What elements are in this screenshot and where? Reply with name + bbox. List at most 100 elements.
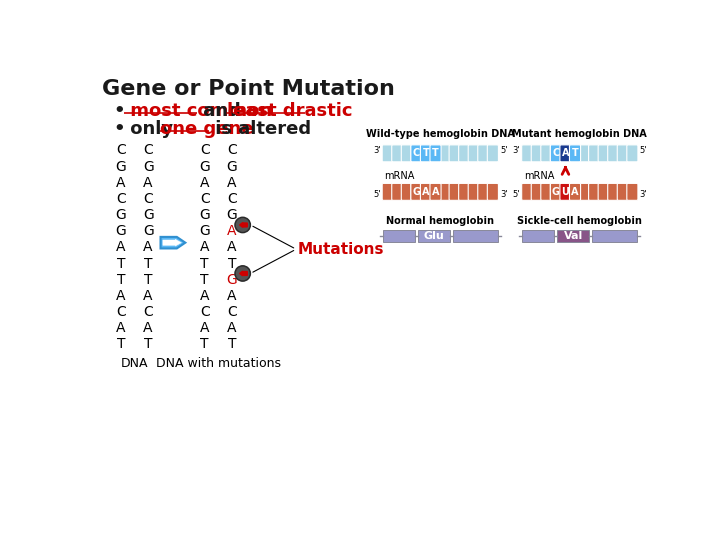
Text: 5': 5' (639, 146, 647, 156)
FancyBboxPatch shape (627, 145, 638, 162)
Text: DNA: DNA (121, 356, 148, 369)
Text: G: G (413, 187, 420, 197)
Text: C: C (143, 305, 153, 319)
Text: U: U (562, 187, 570, 197)
FancyBboxPatch shape (420, 145, 431, 162)
Text: only: only (124, 120, 179, 138)
Text: T: T (144, 338, 153, 352)
Text: C: C (413, 148, 420, 158)
Text: C: C (116, 143, 126, 157)
Text: T: T (432, 148, 439, 158)
Text: T: T (117, 256, 125, 271)
Text: G: G (199, 159, 210, 173)
Text: T: T (423, 148, 429, 158)
FancyBboxPatch shape (523, 146, 637, 161)
Text: A: A (432, 187, 439, 197)
Text: C: C (227, 143, 237, 157)
Text: 3': 3' (373, 146, 381, 156)
Text: A: A (200, 176, 210, 190)
FancyBboxPatch shape (392, 184, 403, 200)
FancyBboxPatch shape (531, 145, 542, 162)
FancyBboxPatch shape (550, 145, 562, 162)
Text: T: T (200, 338, 209, 352)
FancyBboxPatch shape (570, 184, 580, 200)
FancyBboxPatch shape (550, 145, 562, 162)
Text: least drastic: least drastic (227, 102, 352, 120)
Circle shape (235, 217, 251, 233)
Text: C: C (200, 143, 210, 157)
Text: A: A (200, 321, 210, 335)
Text: T: T (144, 273, 153, 287)
Text: Val: Val (564, 231, 582, 241)
FancyBboxPatch shape (588, 184, 600, 200)
FancyBboxPatch shape (383, 230, 415, 242)
FancyBboxPatch shape (560, 145, 571, 162)
FancyBboxPatch shape (627, 184, 638, 200)
Text: 3': 3' (500, 190, 508, 199)
Text: A: A (227, 289, 237, 303)
FancyBboxPatch shape (522, 145, 533, 162)
Text: T: T (228, 256, 236, 271)
FancyBboxPatch shape (579, 184, 590, 200)
FancyBboxPatch shape (453, 230, 498, 242)
Text: A: A (116, 289, 126, 303)
FancyBboxPatch shape (411, 184, 422, 200)
FancyBboxPatch shape (382, 145, 393, 162)
Text: 5': 5' (513, 190, 520, 199)
Text: T: T (144, 256, 153, 271)
Text: C: C (143, 143, 153, 157)
Text: G: G (116, 208, 127, 222)
Text: C: C (227, 192, 237, 206)
Text: A: A (227, 240, 237, 254)
FancyBboxPatch shape (439, 184, 451, 200)
FancyBboxPatch shape (411, 184, 422, 200)
FancyBboxPatch shape (560, 184, 571, 200)
FancyBboxPatch shape (560, 184, 571, 200)
Text: •: • (113, 120, 125, 138)
Text: and: and (197, 102, 247, 120)
FancyBboxPatch shape (459, 145, 469, 162)
FancyBboxPatch shape (550, 184, 562, 200)
Text: T: T (200, 273, 209, 287)
FancyBboxPatch shape (383, 184, 498, 200)
Text: A: A (562, 148, 570, 158)
FancyBboxPatch shape (557, 230, 589, 242)
Text: A: A (143, 321, 153, 335)
Circle shape (236, 267, 249, 280)
Text: A: A (227, 224, 237, 238)
FancyBboxPatch shape (608, 184, 618, 200)
Text: C: C (116, 305, 126, 319)
FancyBboxPatch shape (383, 146, 498, 161)
FancyBboxPatch shape (570, 145, 580, 162)
Text: G: G (143, 224, 153, 238)
Text: A: A (200, 289, 210, 303)
Text: C: C (200, 305, 210, 319)
FancyBboxPatch shape (588, 145, 600, 162)
FancyArrow shape (163, 239, 181, 246)
FancyBboxPatch shape (459, 184, 469, 200)
Text: G: G (227, 159, 237, 173)
Text: T: T (200, 256, 209, 271)
Text: Sickle-cell hemoglobin: Sickle-cell hemoglobin (518, 217, 642, 226)
FancyBboxPatch shape (570, 145, 580, 162)
FancyBboxPatch shape (541, 145, 552, 162)
Text: most common: most common (124, 102, 272, 120)
FancyBboxPatch shape (468, 184, 480, 200)
FancyBboxPatch shape (449, 145, 460, 162)
Text: mRNA: mRNA (384, 171, 415, 181)
Text: T: T (117, 273, 125, 287)
FancyBboxPatch shape (449, 184, 460, 200)
FancyBboxPatch shape (541, 184, 552, 200)
FancyBboxPatch shape (392, 145, 403, 162)
FancyBboxPatch shape (401, 145, 413, 162)
Text: is altered: is altered (209, 120, 311, 138)
Text: A: A (143, 240, 153, 254)
Text: mRNA: mRNA (524, 171, 554, 181)
FancyBboxPatch shape (411, 145, 422, 162)
FancyBboxPatch shape (522, 184, 533, 200)
FancyBboxPatch shape (560, 145, 571, 162)
Text: G: G (143, 208, 153, 222)
Text: G: G (199, 224, 210, 238)
Text: T: T (228, 338, 236, 352)
Text: C: C (552, 148, 559, 158)
